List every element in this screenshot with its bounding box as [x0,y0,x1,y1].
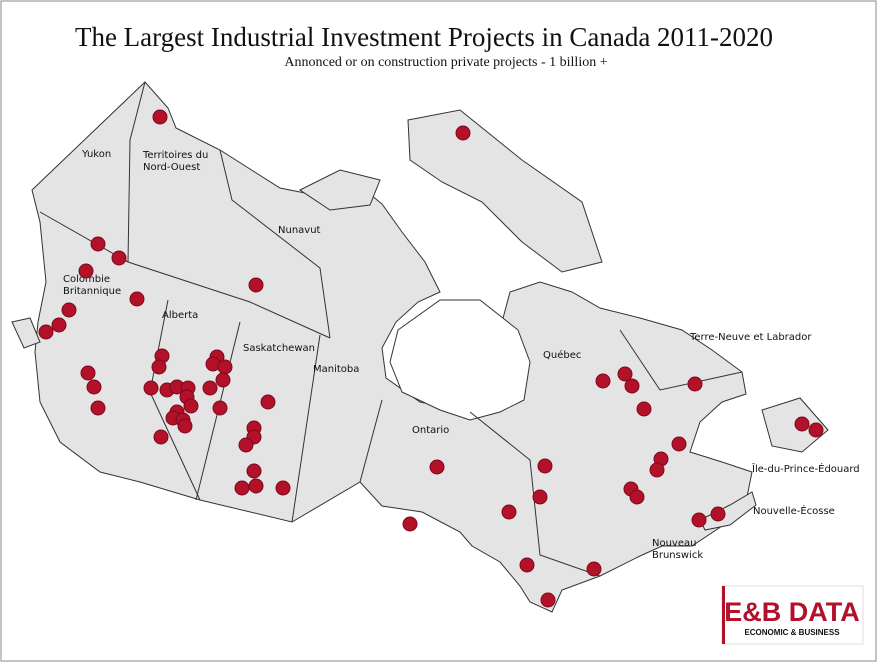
project-marker [129,291,145,307]
logo-accent [722,586,725,644]
region-label: Saskatchewan [243,343,315,354]
project-marker [248,277,264,293]
project-marker [629,489,645,505]
project-marker [90,236,106,252]
project-marker [649,462,665,478]
project-marker [78,263,94,279]
project-marker [238,437,254,453]
project-marker [153,429,169,445]
logo-brand: E&B DATA [724,597,860,627]
project-marker [537,458,553,474]
province-border [469,411,601,577]
region-label: Alberta [162,310,198,321]
project-marker [202,380,218,396]
project-marker [691,512,707,528]
province-border [619,329,743,391]
project-marker [61,302,77,318]
project-marker [234,480,250,496]
arctic-island [299,169,381,211]
project-marker [177,418,193,434]
project-marker [152,109,168,125]
province-border [127,81,146,263]
mainland [31,81,753,613]
logo-box [721,585,864,645]
region-label: Britannique [63,286,121,297]
project-marker [248,478,264,494]
project-marker [501,504,517,520]
region-label: Yukon [81,149,111,160]
project-marker [215,372,231,388]
vancouver-island [11,317,41,349]
province-border [291,334,321,523]
project-marker [183,398,199,414]
project-markers [38,109,824,608]
project-marker [80,365,96,381]
region-label: Ontario [412,425,449,436]
project-marker [212,400,228,416]
title: The Largest Industrial Investment Projec… [75,22,773,52]
baffin-island [407,109,603,273]
project-marker [595,373,611,389]
region-label: Nouveau [652,538,696,549]
project-marker [90,400,106,416]
region-label: Québec [543,349,581,361]
project-marker [111,250,127,266]
project-marker [710,506,726,522]
project-marker [687,376,703,392]
project-marker [624,378,640,394]
region-label: Nouvelle-Écosse [753,504,835,517]
project-marker [455,125,471,141]
project-marker [636,401,652,417]
subtitle: Annonced or on construction private proj… [284,55,607,70]
project-marker [151,359,167,375]
project-marker [246,463,262,479]
project-marker [671,436,687,452]
region-label: Territoires du [142,150,208,161]
project-marker [51,317,67,333]
project-marker [429,459,445,475]
hudson-bay [389,299,531,421]
region-label: Nord-Ouest [143,162,200,173]
project-marker [532,489,548,505]
region-label: Colombie [63,274,110,285]
province-border [359,399,383,483]
project-marker [260,394,276,410]
project-marker [540,592,556,608]
project-marker [86,379,102,395]
project-marker [617,366,633,382]
project-marker [38,324,54,340]
project-marker [402,516,418,532]
project-marker [275,480,291,496]
logo-tagline: ECONOMIC & BUSINESS [744,628,840,637]
project-marker [794,416,810,432]
project-marker [586,561,602,577]
region-label: Nunavut [278,225,321,236]
region-label: Terre-Neuve et Labrador [689,332,812,343]
province-border [219,149,331,339]
project-marker [519,557,535,573]
region-label: Brunswick [652,550,703,561]
province-border [39,211,331,339]
region-label: Manitoba [313,364,359,375]
region-label: Île-du-Prince-Édouard [751,462,860,475]
nova-scotia [699,491,757,531]
logo: E&B DATA ECONOMIC & BUSINESS [721,585,864,645]
project-marker [217,359,233,375]
project-marker [808,422,824,438]
project-marker [143,380,159,396]
